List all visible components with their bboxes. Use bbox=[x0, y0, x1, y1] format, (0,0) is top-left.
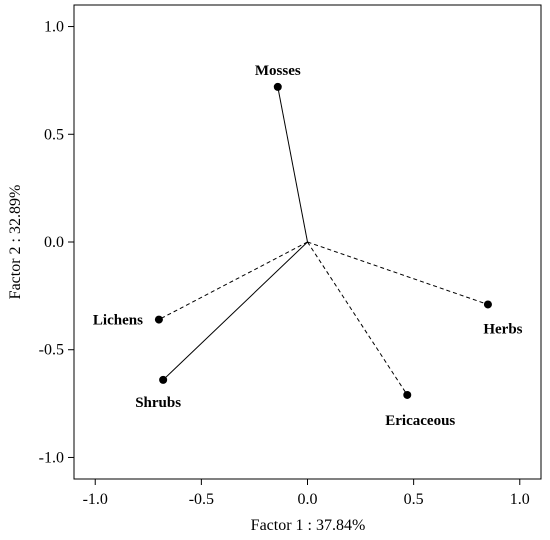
point-label-shrubs: Shrubs bbox=[135, 395, 181, 411]
vector-herbs bbox=[307, 241, 489, 305]
loading-vectors bbox=[158, 86, 489, 396]
vector-ericaceous bbox=[307, 241, 408, 396]
point-shrubs bbox=[159, 375, 168, 384]
y-tick-label: 0.5 bbox=[44, 126, 64, 143]
y-tick-label: -1.0 bbox=[39, 449, 64, 466]
x-tick-label: 1.0 bbox=[510, 491, 530, 508]
point-label-herbs: Herbs bbox=[483, 321, 522, 337]
point-label-lichens: Lichens bbox=[93, 313, 143, 329]
point-lichens bbox=[154, 315, 163, 324]
vector-lichens bbox=[158, 241, 308, 321]
point-herbs bbox=[483, 300, 492, 309]
y-axis-title: Factor 2 : 32.89% bbox=[7, 185, 24, 300]
point-label-mosses: Mosses bbox=[255, 63, 301, 79]
y-tick-label: -0.5 bbox=[39, 342, 64, 359]
point-mosses bbox=[273, 82, 282, 91]
x-tick-label: -1.0 bbox=[83, 491, 108, 508]
data-points: Mosses Lichens Shrubs Ericaceous Herbs bbox=[93, 63, 523, 429]
y-tick-label: 1.0 bbox=[44, 19, 64, 36]
axis-ticks: -1.0 -0.5 0.0 0.5 1.0 1.0 0.5 0.0 -0.5 -1.0 bbox=[39, 19, 530, 508]
vector-shrubs bbox=[162, 241, 308, 381]
y-tick-label: 0.0 bbox=[44, 234, 64, 251]
vector-mosses bbox=[277, 86, 308, 243]
x-tick-label: 0.0 bbox=[298, 491, 318, 508]
x-tick-label: 0.5 bbox=[404, 491, 424, 508]
point-ericaceous bbox=[403, 390, 412, 399]
x-axis-title: Factor 1 : 37.84% bbox=[251, 517, 366, 534]
point-label-ericaceous: Ericaceous bbox=[385, 413, 455, 429]
x-tick-label: -0.5 bbox=[189, 491, 214, 508]
